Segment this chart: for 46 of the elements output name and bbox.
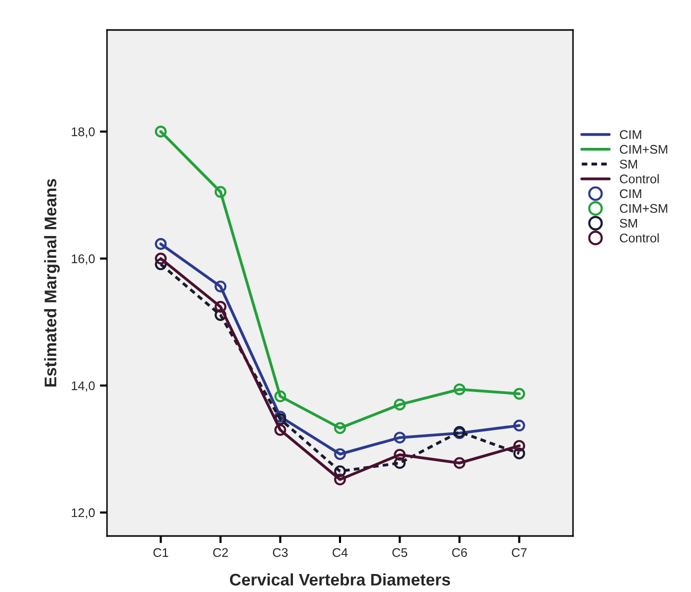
- point: [513, 448, 526, 460]
- text: Control: [620, 174, 659, 184]
- x-tick-label: C5: [392, 548, 408, 557]
- text: CIM+SM: [620, 204, 668, 213]
- x-tick-label: C3: [272, 548, 288, 557]
- y-tick-label: 12,0: [72, 508, 95, 519]
- point: [334, 465, 346, 478]
- point: [334, 422, 346, 434]
- point: [454, 383, 466, 396]
- x-tick-label: C7: [512, 548, 527, 557]
- y-tick-label: 14,0: [72, 381, 95, 392]
- legend-label: CIM: [620, 189, 642, 198]
- point: [513, 388, 526, 400]
- point: [394, 448, 406, 461]
- point: [394, 457, 406, 469]
- point: [274, 410, 286, 423]
- point: [513, 420, 526, 432]
- point: [154, 252, 167, 264]
- x-tick-label: C2: [213, 548, 228, 557]
- point: [214, 280, 226, 292]
- point: [454, 457, 466, 469]
- y-axis-title: Estimated Marginal Means: [44, 179, 60, 387]
- point: [274, 424, 286, 436]
- text: CIM: [620, 130, 642, 140]
- legend-label: Control: [620, 233, 659, 242]
- y-tick-label: 16,0: [72, 254, 95, 265]
- point: [394, 432, 406, 444]
- x-tick-label: C1: [153, 548, 168, 557]
- point: [334, 448, 346, 460]
- x-axis-title: Cervical Vertebra Diameters: [230, 573, 450, 586]
- legend-label: CIM+SM: [620, 144, 668, 154]
- point: [274, 390, 286, 402]
- point: [334, 474, 346, 486]
- x-tick-label: C4: [332, 548, 348, 557]
- point: [214, 309, 226, 321]
- point: [274, 413, 286, 426]
- x-tick-label: C6: [452, 548, 467, 557]
- point: [214, 300, 226, 313]
- legend-label: SM: [620, 218, 637, 228]
- point: [513, 440, 526, 452]
- point: [214, 186, 226, 198]
- y-tick-label: 18,0: [72, 127, 95, 138]
- text: SM: [620, 160, 637, 169]
- point: [154, 126, 167, 138]
- point: [154, 238, 167, 250]
- point: [394, 398, 406, 410]
